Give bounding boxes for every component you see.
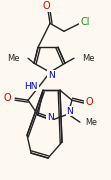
Text: Cl: Cl xyxy=(80,17,90,27)
Text: Me: Me xyxy=(82,54,94,63)
Text: O: O xyxy=(85,97,93,107)
Text: Me: Me xyxy=(8,54,20,63)
Text: N: N xyxy=(47,113,53,122)
Text: HN: HN xyxy=(25,82,38,91)
Text: Me: Me xyxy=(85,118,97,127)
Text: N: N xyxy=(48,71,54,80)
Text: N: N xyxy=(67,107,73,116)
Text: O: O xyxy=(42,1,50,11)
Text: O: O xyxy=(3,93,11,103)
